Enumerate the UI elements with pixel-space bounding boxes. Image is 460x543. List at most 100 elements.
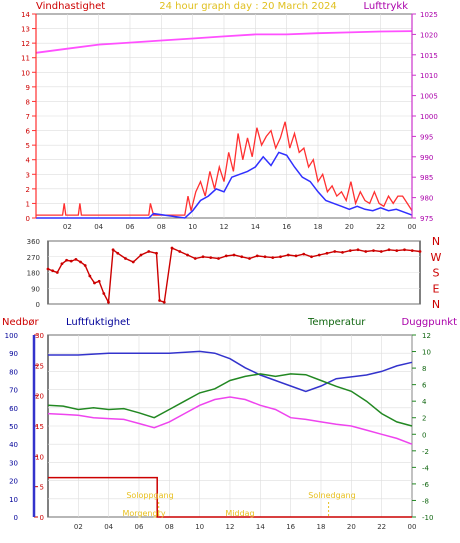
wind-tick-label: 14 [21, 11, 30, 19]
direction-tick-label: 270 [27, 254, 40, 262]
x-tick-label: 00 [408, 523, 417, 531]
compass-label: N [432, 298, 440, 311]
x-tick-label: 16 [282, 223, 291, 231]
direction-point [418, 250, 422, 253]
direction-point [395, 249, 399, 253]
x-tick-label: 20 [345, 223, 354, 231]
x-tick-label: 10 [195, 523, 204, 531]
direction-point [279, 255, 282, 259]
direction-tick-label: 180 [27, 270, 40, 278]
compass-label: S [433, 267, 440, 280]
humidity-tick-label: 40 [9, 441, 18, 449]
direction-point [379, 250, 383, 253]
x-tick-label: 20 [347, 523, 356, 531]
direction-point [209, 256, 213, 260]
series-layer [35, 30, 422, 518]
humidity-tick-label: 90 [9, 350, 18, 358]
x-tick-label: 04 [104, 523, 113, 531]
x-tick-label: 16 [286, 523, 295, 531]
temperature-tick-label: 12 [422, 332, 431, 340]
direction-point [139, 253, 143, 257]
pressure-tick-label: 985 [420, 174, 433, 182]
tick-layer: 0123456789101112131497598098599099510001… [5, 11, 442, 531]
direction-point [387, 248, 391, 252]
grid-layer [36, 13, 420, 518]
pressure-tick-label: 1010 [420, 72, 438, 80]
graph-title: 24 hour graph day : 20 March 2024 [159, 1, 337, 12]
pressure-line [35, 30, 413, 54]
pressure-tick-label: 1025 [420, 11, 438, 19]
sunset-label: Solnedgang [308, 491, 355, 500]
pressure-tick-label: 1005 [420, 93, 438, 101]
pressure-tick-label: 1020 [420, 31, 438, 39]
direction-point [83, 264, 87, 267]
wind-tick-label: 12 [21, 40, 30, 48]
direction-tick-label: 360 [27, 238, 40, 246]
wind-tick-label: 2 [26, 186, 30, 194]
x-tick-label: 06 [135, 523, 144, 531]
midday-label: Middag [225, 509, 254, 518]
pressure-axis-title: Lufttrykk [363, 1, 408, 12]
precip-tick-label: 5 [40, 484, 44, 492]
direction-point [51, 269, 55, 273]
direction-point [372, 249, 375, 253]
direction-point [255, 254, 259, 258]
direction-point [263, 255, 267, 259]
direction-point [60, 262, 64, 266]
direction-point [356, 248, 360, 252]
wind-tick-label: 4 [26, 157, 31, 165]
direction-point [102, 292, 106, 295]
direction-point [116, 251, 120, 255]
wind-tick-label: 10 [21, 69, 30, 77]
temperature-tick-label: 0 [422, 431, 426, 439]
direction-tick-label: 0 [36, 301, 40, 309]
humidity-tick-label: 80 [9, 368, 18, 376]
gust-line [36, 121, 413, 216]
direction-point [286, 253, 290, 257]
wind-tick-label: 11 [21, 55, 30, 63]
x-tick-label: 14 [256, 523, 265, 531]
pressure-tick-label: 1015 [420, 52, 438, 60]
humidity-tick-label: 10 [9, 496, 18, 504]
pressure-tick-label: 975 [420, 215, 433, 223]
x-tick-label: 22 [377, 523, 386, 531]
x-tick-label: 10 [188, 223, 197, 231]
precip-tick-label: 15 [35, 423, 44, 431]
precip-tick-label: 30 [35, 332, 44, 340]
direction-point [178, 250, 182, 253]
wind-tick-label: 0 [26, 215, 30, 223]
direction-point [170, 246, 174, 250]
wind-tick-label: 1 [26, 200, 30, 208]
direction-point [310, 255, 313, 259]
pressure-tick-label: 995 [420, 133, 433, 141]
direction-point [410, 249, 414, 253]
x-tick-label: 14 [251, 223, 260, 231]
direction-point [333, 250, 337, 253]
x-tick-label: 12 [220, 223, 229, 231]
compass-label: E [433, 282, 440, 295]
temperature-tick-label: 2 [422, 415, 426, 423]
direction-point [69, 259, 73, 263]
temperature-tick-label: 6 [422, 382, 427, 390]
direction-point [46, 267, 50, 271]
direction-point [294, 254, 298, 258]
precip-tick-label: 10 [35, 453, 44, 461]
wind-axis-title: Vindhastighet [36, 1, 105, 12]
precip-tick-label: 0 [40, 514, 44, 522]
direction-point [65, 258, 68, 262]
wind-tick-label: 3 [26, 171, 30, 179]
x-tick-label: 02 [74, 523, 83, 531]
direction-point [74, 257, 78, 261]
direction-tick-label: 90 [31, 285, 40, 293]
x-tick-label: 06 [126, 223, 135, 231]
humidity-tick-label: 50 [9, 423, 18, 431]
humidity-tick-label: 70 [9, 387, 18, 395]
compass-label: N [432, 235, 440, 248]
direction-point [88, 274, 92, 278]
dawn-label: Morgengry [122, 509, 165, 518]
temperature-tick-label: -2 [422, 448, 429, 456]
direction-point [55, 271, 59, 274]
direction-point [201, 255, 205, 259]
direction-point [403, 248, 406, 252]
temperature-tick-label: -8 [422, 497, 429, 505]
